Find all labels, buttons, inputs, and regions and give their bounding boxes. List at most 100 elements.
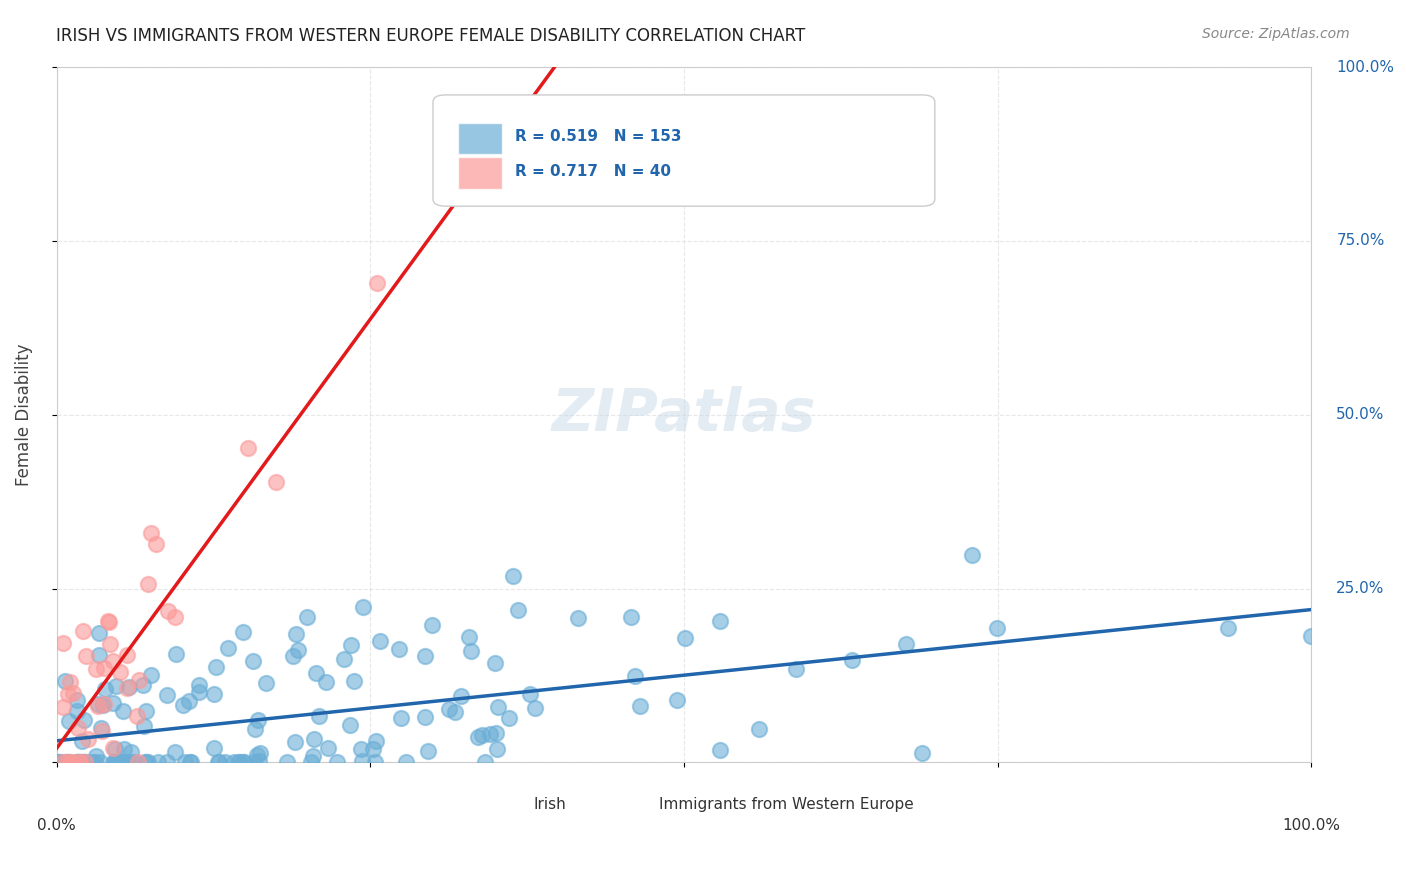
- Point: [56, 687, 79, 701]
- Point: [361, 741, 384, 756]
- Point: [165, 647, 187, 661]
- FancyBboxPatch shape: [433, 95, 935, 206]
- Point: [363, 756, 385, 770]
- Point: [415, 649, 437, 664]
- Text: R = 0.519   N = 153: R = 0.519 N = 153: [515, 129, 681, 145]
- Bar: [489, 787, 520, 814]
- Point: [308, 709, 330, 723]
- Point: [135, 704, 157, 718]
- Point: [110, 665, 132, 679]
- Point: [224, 756, 246, 770]
- Point: [247, 713, 270, 727]
- Point: [295, 610, 318, 624]
- Point: [97, 615, 120, 629]
- Point: [103, 654, 125, 668]
- Point: [340, 638, 363, 652]
- Point: [479, 727, 502, 741]
- Point: [665, 692, 688, 706]
- Point: [350, 754, 373, 768]
- Point: [67, 756, 90, 770]
- Point: [52, 756, 75, 770]
- Text: 100.0%: 100.0%: [1282, 818, 1340, 833]
- Point: [986, 621, 1008, 635]
- Point: [202, 687, 225, 701]
- Point: [87, 698, 110, 713]
- Text: IRISH VS IMMIGRANTS FROM WESTERN EUROPE FEMALE DISABILITY CORRELATION CHART: IRISH VS IMMIGRANTS FROM WESTERN EUROPE …: [56, 27, 806, 45]
- Point: [135, 756, 157, 770]
- Point: [52, 700, 75, 714]
- Point: [117, 680, 139, 694]
- Point: [388, 642, 411, 657]
- Point: [56, 756, 79, 770]
- Point: [485, 741, 508, 756]
- Point: [93, 698, 115, 712]
- Point: [103, 756, 125, 770]
- Point: [228, 756, 250, 770]
- Point: [105, 756, 128, 770]
- Point: [46, 756, 69, 770]
- Point: [132, 719, 155, 733]
- Point: [333, 652, 356, 666]
- Point: [628, 699, 651, 714]
- Point: [413, 710, 436, 724]
- Point: [177, 694, 200, 708]
- Point: [87, 648, 110, 662]
- Point: [101, 741, 124, 756]
- Point: [350, 741, 373, 756]
- Point: [75, 648, 97, 663]
- Point: [232, 624, 254, 639]
- Point: [232, 756, 254, 770]
- Point: [214, 756, 236, 770]
- Point: [101, 696, 124, 710]
- Point: [66, 721, 89, 735]
- Point: [567, 611, 589, 625]
- Point: [422, 618, 444, 632]
- Point: [112, 704, 135, 718]
- Point: [112, 742, 135, 756]
- Point: [444, 705, 467, 719]
- Point: [284, 735, 307, 749]
- Point: [519, 687, 541, 701]
- Point: [485, 726, 508, 740]
- Point: [52, 636, 75, 650]
- Point: [157, 604, 180, 618]
- Point: [66, 693, 89, 707]
- Point: [90, 721, 112, 735]
- Point: [82, 756, 104, 770]
- Point: [484, 656, 506, 670]
- Point: [115, 648, 138, 663]
- Point: [623, 669, 645, 683]
- Text: Immigrants from Western Europe: Immigrants from Western Europe: [659, 797, 914, 812]
- Point: [112, 756, 135, 770]
- Point: [49, 756, 72, 770]
- Point: [894, 637, 917, 651]
- Point: [108, 756, 131, 770]
- Point: [233, 756, 256, 770]
- Point: [502, 568, 524, 582]
- Point: [366, 276, 388, 290]
- Point: [180, 756, 202, 770]
- Point: [104, 742, 127, 756]
- Point: [134, 756, 156, 770]
- Bar: [458, 158, 502, 189]
- Point: [72, 624, 94, 638]
- Point: [70, 756, 93, 770]
- Point: [748, 723, 770, 737]
- Point: [467, 730, 489, 744]
- Point: [127, 756, 149, 770]
- Point: [243, 756, 266, 770]
- Point: [136, 756, 159, 770]
- Point: [217, 641, 239, 656]
- Point: [205, 660, 228, 674]
- Point: [249, 747, 271, 761]
- Point: [93, 661, 115, 675]
- Point: [91, 723, 114, 738]
- Point: [87, 697, 110, 711]
- Point: [91, 698, 114, 712]
- Point: [73, 756, 96, 770]
- Point: [299, 756, 322, 770]
- Point: [66, 704, 89, 718]
- Point: [342, 674, 364, 689]
- Point: [70, 756, 93, 770]
- Point: [187, 684, 209, 698]
